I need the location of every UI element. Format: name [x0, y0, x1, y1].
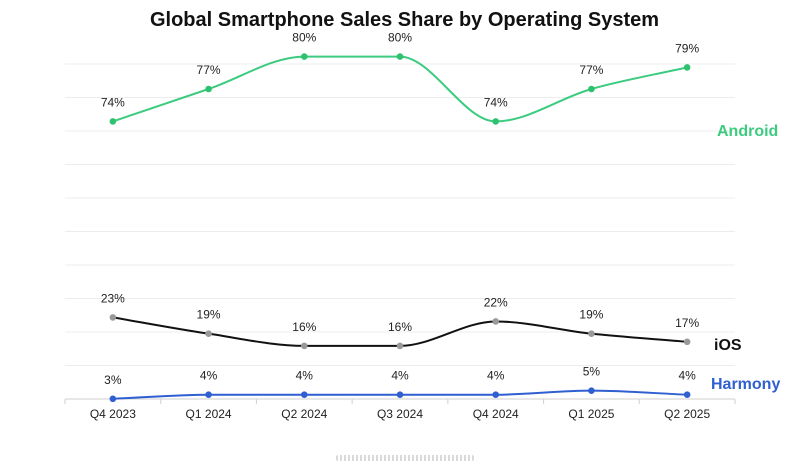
ios-data-label: 23% — [101, 291, 125, 305]
x-tick-label: Q2 2025 — [664, 407, 710, 421]
android-series-label: Android — [717, 123, 778, 140]
harmony-data-label: 4% — [200, 369, 218, 383]
android-point — [396, 53, 404, 60]
android-point — [109, 118, 117, 125]
ios-point — [109, 314, 117, 321]
android-point — [205, 85, 212, 93]
ios-data-label: 19% — [579, 308, 603, 322]
android-point — [300, 53, 308, 60]
android-data-label: 80% — [292, 31, 316, 45]
x-tick-label: Q4 2024 — [473, 407, 519, 421]
android-data-label: 74% — [101, 95, 125, 109]
ios-data-label: 22% — [484, 295, 508, 309]
ios-point — [492, 318, 500, 325]
ios-data-label: 16% — [388, 320, 412, 334]
harmony-series-label: Harmony — [711, 376, 780, 393]
ios-series-label: iOS — [714, 337, 742, 354]
ios-point — [588, 330, 595, 337]
harmony-data-label: 5% — [583, 365, 601, 379]
x-tick-label: Q4 2023 — [90, 407, 136, 421]
harmony-data-label: 4% — [391, 369, 409, 383]
harmony-point — [683, 391, 691, 399]
harmony-point — [396, 391, 404, 399]
ios-point — [683, 338, 691, 346]
x-tick-label: Q1 2024 — [186, 407, 232, 421]
ios-data-label: 16% — [292, 320, 316, 334]
x-tick-label: Q3 2024 — [377, 407, 423, 421]
android-data-label: 77% — [197, 63, 221, 77]
harmony-data-label: 3% — [104, 373, 122, 387]
harmony-data-label: 4% — [296, 369, 314, 383]
android-point — [683, 64, 691, 71]
scroll-indicator[interactable] — [336, 455, 474, 461]
android-data-label: 77% — [579, 63, 603, 77]
ios-point — [205, 330, 212, 337]
android-data-label: 79% — [675, 41, 699, 55]
harmony-point — [109, 395, 117, 403]
harmony-data-label: 4% — [487, 369, 505, 383]
harmony-point — [492, 391, 500, 399]
harmony-point — [205, 391, 212, 399]
harmony-point — [588, 387, 595, 394]
x-tick-label: Q2 2024 — [281, 407, 327, 421]
android-data-label: 74% — [484, 95, 508, 109]
ios-point — [300, 342, 308, 350]
android-point — [492, 118, 500, 125]
android-point — [588, 85, 595, 93]
x-tick-label: Q1 2025 — [568, 407, 614, 421]
ios-point — [396, 342, 404, 350]
harmony-point — [300, 391, 308, 399]
android-data-label: 80% — [388, 31, 412, 45]
ios-data-label: 17% — [675, 316, 699, 330]
ios-data-label: 19% — [197, 308, 221, 322]
harmony-data-label: 4% — [678, 369, 696, 383]
chart-title: Global Smartphone Sales Share by Operati… — [149, 9, 660, 31]
